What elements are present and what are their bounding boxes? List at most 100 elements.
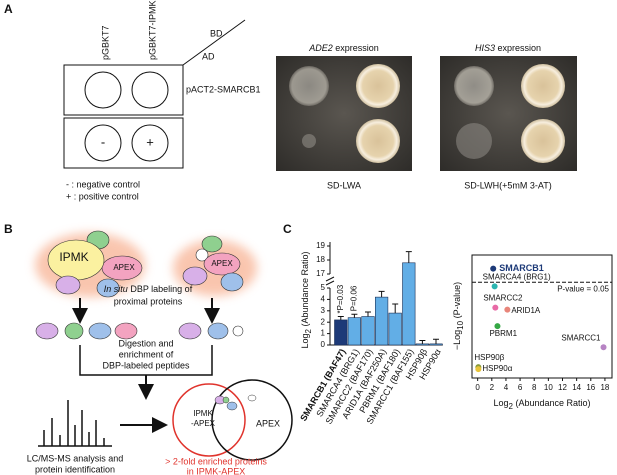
- suffix: expression: [495, 43, 541, 53]
- x-tick-label: 6: [518, 383, 523, 392]
- apex-label: APEX: [211, 259, 233, 268]
- venn-circle: [211, 379, 293, 461]
- media-label: SD-LWA: [327, 180, 361, 190]
- point-label: SMARCA4 (BRG1): [483, 273, 551, 282]
- bar: [347, 317, 362, 346]
- y-axis-label: Log2 (Abundance Ratio): [300, 251, 313, 348]
- venn-label: IPMK: [193, 409, 213, 418]
- y-tick-label: 5: [321, 283, 326, 292]
- x-tick-label: 16: [586, 383, 595, 392]
- error-bar: [433, 338, 439, 344]
- complex: [173, 235, 257, 296]
- point-label: SMARCC1: [561, 333, 601, 342]
- step-text: In situ DBP labeling of: [104, 284, 193, 294]
- post: (P-value): [452, 282, 462, 321]
- x-tick-label: 10: [544, 383, 553, 392]
- legend-text: + : positive control: [66, 191, 139, 201]
- column-label: pGBKT7-IPMK: [147, 0, 157, 60]
- gene: ADE2: [308, 43, 333, 53]
- point-label: ARID1A: [511, 306, 541, 315]
- sub: 10: [456, 320, 465, 329]
- suffix: expression: [333, 43, 379, 53]
- threshold-label: P-value = 0.05: [557, 284, 609, 293]
- axis-break: [325, 280, 335, 286]
- bd-label: BD: [210, 28, 223, 38]
- column-label: pGBKT7: [100, 25, 110, 60]
- x-tick-label: 0: [475, 383, 480, 392]
- bar: [429, 343, 443, 346]
- annotation: *P=0.03: [336, 284, 345, 313]
- bar: [361, 316, 375, 346]
- enriched-text: > 2-fold enriched proteins: [165, 456, 267, 466]
- enriched-text: in IPMK-APEX: [187, 466, 246, 475]
- control-mark: -: [101, 134, 105, 149]
- ad-label: AD: [202, 51, 215, 61]
- step-text: enrichment of: [119, 349, 174, 359]
- error-bar: [419, 339, 426, 344]
- italic: In situ: [104, 284, 128, 294]
- divider: [182, 19, 246, 66]
- step-text: Digestion and: [118, 338, 173, 348]
- peptides: [35, 322, 244, 340]
- ipmk-label: IPMK: [59, 250, 88, 264]
- sub: 2: [304, 328, 313, 333]
- complex: [35, 230, 145, 298]
- pre: Log: [493, 398, 508, 408]
- post: (Abundance Ratio): [513, 398, 591, 408]
- well: [131, 71, 169, 109]
- panel-label: A: [4, 2, 13, 16]
- y-tick-label: 3: [321, 306, 326, 315]
- y-tick-label: 1: [321, 329, 326, 338]
- point-label: PBRM1: [489, 329, 517, 338]
- y-tick-label: 19: [316, 241, 325, 250]
- row-label: pACT2-SMARCB1: [186, 84, 261, 94]
- well: [84, 124, 122, 162]
- point: [492, 304, 499, 311]
- annotation: P=0.06: [350, 285, 359, 311]
- bar: [388, 312, 402, 346]
- axis-break: [325, 276, 335, 282]
- well: [84, 71, 122, 109]
- point-label: HSP90α: [482, 364, 512, 373]
- error-bar: [337, 316, 344, 320]
- point-label: SMARCC2: [483, 294, 523, 303]
- box: [63, 64, 184, 116]
- plot-frame: [471, 254, 613, 379]
- error-bar: [351, 313, 358, 318]
- plate-title: HIS3 expression: [475, 43, 541, 53]
- x-tick-label: 18: [600, 383, 609, 392]
- point: [504, 306, 511, 313]
- point: [475, 366, 482, 373]
- bar: [415, 343, 430, 346]
- y-tick-label: 4: [321, 295, 326, 304]
- error-bar: [392, 303, 399, 314]
- error-bar: [365, 311, 371, 317]
- x-tick-label: 4: [504, 383, 509, 392]
- x-axis-label: Log2 (Abundance Ratio): [493, 398, 590, 411]
- panel-label: C: [283, 222, 292, 236]
- y-tick-label: 18: [316, 255, 325, 264]
- point: [600, 344, 607, 351]
- y-tick-label: 0: [321, 340, 326, 349]
- pre: Log: [300, 333, 310, 348]
- bar: [374, 296, 389, 346]
- point-label: SMARCB1: [499, 263, 544, 273]
- y-axis-label: −Log10 (P-value): [452, 282, 465, 350]
- rest: DBP labeling of: [128, 284, 193, 294]
- x-tick-label: 8: [532, 383, 537, 392]
- plate: [440, 56, 577, 171]
- post: (Abundance Ratio): [300, 251, 310, 329]
- spectrum: [38, 400, 112, 447]
- media-label: SD-LWH(+5mM 3-AT): [464, 180, 551, 190]
- venn-label: -APEX: [191, 419, 216, 428]
- point: [494, 323, 501, 330]
- x-tick-label: 14: [572, 383, 581, 392]
- point: [491, 283, 498, 290]
- box: [63, 117, 184, 169]
- x-tick-label: 2: [490, 383, 495, 392]
- step-text: DBP-labeled peptides: [102, 360, 190, 370]
- y-tick-label: 2: [321, 317, 326, 326]
- step-text: LC/MS-MS analysis and: [27, 453, 124, 463]
- venn-label: APEX: [256, 418, 280, 428]
